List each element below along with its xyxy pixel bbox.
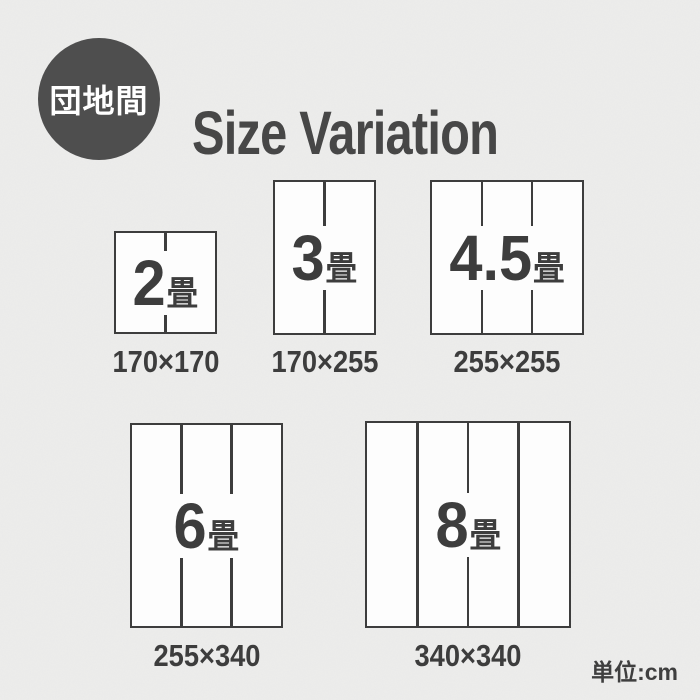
room-size-number: 3 [291, 221, 325, 294]
room-size-number: 4.5 [449, 221, 533, 294]
mat-divider [517, 423, 520, 626]
room-dimensions: 255×340 [153, 638, 261, 673]
room-size-number: 6 [173, 489, 207, 562]
room-size-number: 8 [435, 488, 469, 561]
room-size-label: 3 畳 [287, 221, 362, 294]
room-size-number: 2 [132, 246, 166, 319]
room-size-label: 2 畳 [128, 246, 203, 319]
room-size-unit: 畳 [325, 249, 358, 288]
room-panel-6jo: 6 畳 [130, 423, 283, 628]
unit-note: 単位:cm [591, 659, 678, 685]
room-size-unit: 畳 [207, 517, 240, 556]
page-title: Size Variation [192, 98, 499, 167]
room-dimensions: 170×170 [112, 344, 220, 379]
room-size-label: 4.5 畳 [445, 221, 569, 294]
room-panel-2jo: 2 畳 [114, 231, 217, 334]
badge-label: 団地間 [49, 83, 149, 119]
room-dimensions: 255×255 [453, 344, 561, 379]
room-size-label: 6 畳 [169, 489, 244, 562]
danchima-badge: 団地間 [38, 38, 160, 160]
room-dimensions: 170×255 [271, 344, 379, 379]
room-panel-8jo: 8 畳 [365, 421, 571, 628]
room-panel-4-5jo: 4.5 畳 [430, 180, 584, 335]
room-size-unit: 畳 [533, 249, 565, 288]
room-size-unit: 畳 [469, 516, 501, 555]
room-size-label: 8 畳 [431, 488, 505, 561]
mat-divider [416, 423, 419, 626]
room-size-unit: 畳 [166, 274, 199, 313]
room-panel-3jo: 3 畳 [273, 180, 376, 335]
room-dimensions: 340×340 [414, 638, 522, 673]
